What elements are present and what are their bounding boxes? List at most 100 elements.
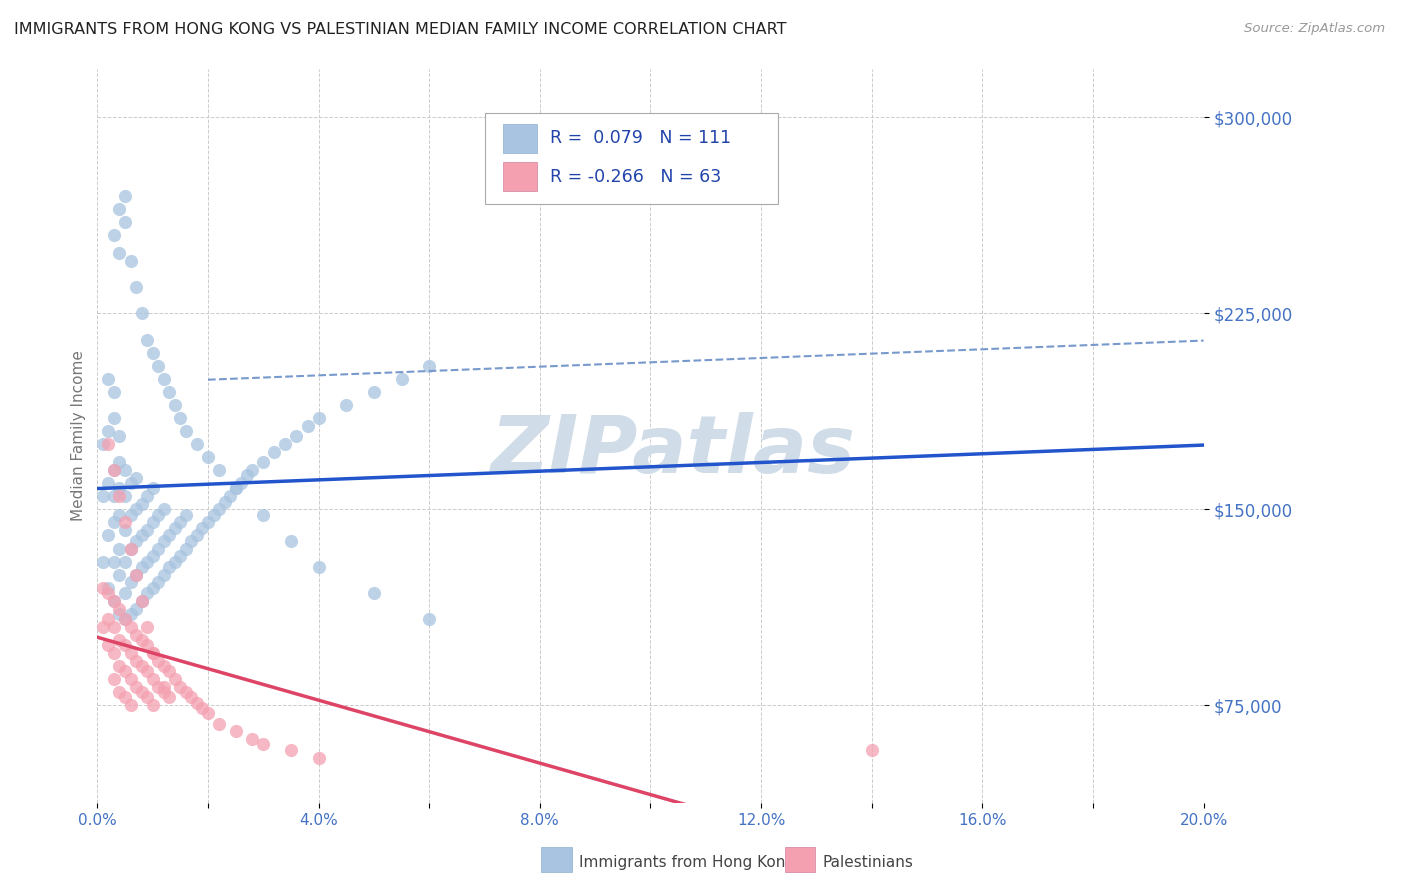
Point (120, 476, 142, 491)
Point (114, 612, 136, 626)
Point (131, 685, 153, 699)
Point (136, 620, 159, 634)
Point (308, 411, 330, 425)
Point (148, 575, 170, 590)
Point (169, 516, 191, 530)
Point (108, 429, 131, 443)
Point (163, 555, 186, 569)
Point (240, 463, 263, 477)
Point (418, 359, 440, 373)
Point (103, 489, 125, 503)
Point (136, 333, 159, 347)
Point (142, 646, 165, 660)
Text: R =  0.079   N = 111: R = 0.079 N = 111 (550, 129, 731, 147)
Point (120, 646, 142, 660)
Point (91, 555, 114, 569)
Point (208, 716, 231, 731)
Point (148, 680, 170, 694)
Point (157, 665, 180, 679)
Point (142, 482, 165, 496)
Point (131, 659, 153, 673)
Point (152, 659, 174, 673)
Point (208, 502, 231, 516)
Point (136, 665, 159, 679)
Point (214, 494, 236, 508)
Point (103, 516, 125, 530)
Point (103, 646, 125, 660)
Point (97, 528, 120, 542)
Point (136, 523, 159, 537)
Point (125, 567, 148, 582)
Text: ZIPatlas: ZIPatlas (491, 411, 855, 490)
Point (103, 384, 125, 399)
Point (219, 489, 242, 503)
Point (108, 607, 131, 621)
Point (125, 628, 148, 642)
Point (108, 202, 131, 216)
Point (114, 586, 136, 600)
Point (148, 654, 170, 668)
Point (152, 372, 174, 386)
Point (108, 601, 131, 615)
Text: Palestinians: Palestinians (823, 855, 914, 870)
Point (142, 672, 165, 686)
Point (125, 601, 148, 615)
Point (120, 254, 142, 268)
Point (136, 638, 159, 652)
Point (152, 533, 174, 548)
Point (235, 468, 257, 483)
Point (108, 455, 131, 469)
Point (169, 549, 191, 564)
Point (103, 411, 125, 425)
Point (131, 632, 153, 647)
Point (157, 559, 180, 574)
Point (125, 567, 148, 582)
Point (125, 680, 148, 694)
Point (108, 685, 131, 699)
Point (136, 555, 159, 569)
Point (225, 724, 247, 739)
Point (97, 476, 120, 491)
Point (91, 437, 114, 451)
FancyBboxPatch shape (485, 112, 778, 204)
Point (186, 696, 208, 710)
Point (157, 690, 180, 705)
FancyBboxPatch shape (503, 161, 537, 191)
Point (114, 516, 136, 530)
Point (114, 612, 136, 626)
Point (125, 654, 148, 668)
Point (114, 489, 136, 503)
Point (120, 575, 142, 590)
Point (136, 586, 159, 600)
Point (114, 555, 136, 569)
Point (263, 445, 285, 459)
Point (197, 516, 219, 530)
Point (114, 463, 136, 477)
Point (157, 528, 180, 542)
Point (97, 586, 120, 600)
Point (125, 502, 148, 516)
Point (174, 508, 197, 522)
Point (97, 612, 120, 626)
Point (240, 732, 263, 747)
Point (114, 189, 136, 203)
Point (186, 528, 208, 542)
Point (120, 672, 142, 686)
Point (136, 489, 159, 503)
Point (136, 690, 159, 705)
Point (108, 659, 131, 673)
Point (297, 418, 319, 433)
Point (142, 698, 165, 713)
Point (163, 672, 186, 686)
Point (120, 607, 142, 621)
Point (125, 280, 148, 294)
Point (418, 612, 440, 626)
Point (91, 489, 114, 503)
Point (285, 429, 308, 443)
Point (391, 372, 413, 386)
Point (103, 594, 125, 608)
Point (97, 372, 120, 386)
Point (108, 246, 131, 260)
Point (252, 455, 274, 469)
Point (114, 523, 136, 537)
